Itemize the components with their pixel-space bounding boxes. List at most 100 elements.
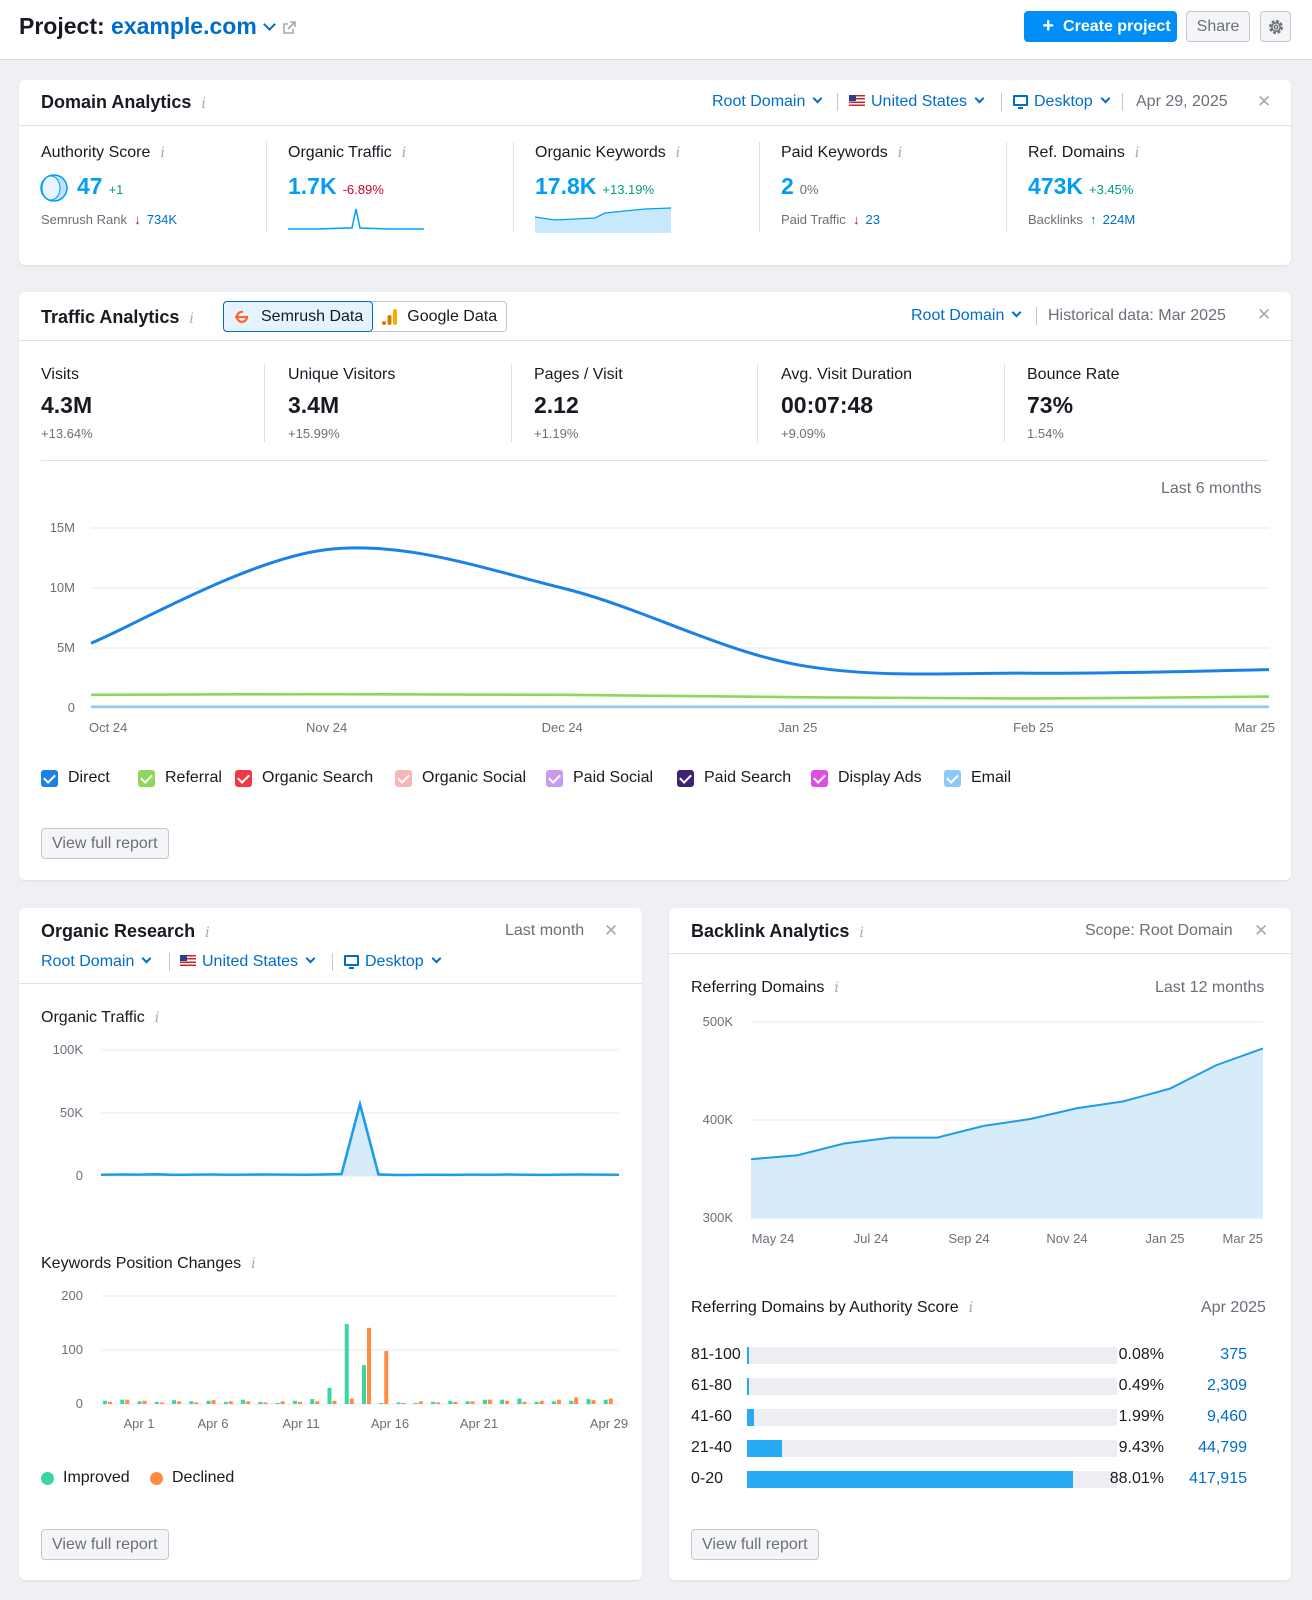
divider (837, 93, 838, 111)
bar-improved (344, 1324, 349, 1404)
bar-declined (125, 1399, 130, 1404)
authority-score-label: Authority Score i (41, 144, 165, 161)
checkbox-checked-icon[interactable] (944, 769, 961, 787)
domain-analytics-card: Domain Analytics i Root Domain United Sta… (19, 80, 1291, 265)
as-bar-track (747, 1378, 1117, 1395)
metrics-divider (41, 460, 1269, 461)
scope-dropdown[interactable]: Root Domain (41, 953, 153, 971)
chevron-down-icon (1100, 93, 1111, 104)
bounce-rate-delta: 1.54% (1027, 426, 1064, 441)
historical-data-label: Historical data: Mar 2025 (1048, 307, 1226, 324)
as-period-label: Apr 2025 (1201, 1299, 1266, 1316)
legend-direct[interactable]: Direct (41, 769, 110, 787)
legend-label: Paid Social (573, 769, 654, 786)
as-count-link[interactable]: 44,799 (1198, 1439, 1247, 1456)
paid-traffic: Paid Traffic ↓ 23 (781, 212, 880, 227)
x-tick-label: Mar 25 (1235, 720, 1275, 735)
y-tick-label: 500K (703, 1014, 734, 1029)
gear-icon (1268, 19, 1283, 34)
info-icon[interactable]: i (205, 925, 210, 941)
header-divider (19, 125, 1291, 126)
checkbox-checked-icon[interactable] (138, 769, 155, 787)
as-bar-track (747, 1471, 1117, 1488)
paid-keywords-value[interactable]: 2 0% (781, 173, 819, 199)
scope-dropdown[interactable]: Root Domain (712, 93, 824, 111)
y-tick-label: 0 (76, 1168, 83, 1183)
tab-google-data[interactable]: Google Data (372, 302, 506, 331)
bar-declined (194, 1402, 199, 1404)
legend-organic-social[interactable]: Organic Social (395, 769, 526, 787)
view-full-report-button[interactable]: View full report (41, 828, 169, 859)
view-full-report-button[interactable]: View full report (691, 1529, 819, 1560)
y-tick-label: 100 (61, 1342, 83, 1357)
checkbox-checked-icon[interactable] (235, 769, 252, 787)
y-tick-label: 0 (68, 700, 75, 715)
checkbox-checked-icon[interactable] (811, 769, 828, 787)
settings-button[interactable] (1260, 11, 1291, 42)
info-icon[interactable]: i (201, 96, 206, 112)
info-icon[interactable]: i (859, 925, 864, 941)
authority-score-icon (40, 174, 68, 202)
checkbox-checked-icon[interactable] (41, 769, 58, 787)
checkbox-checked-icon[interactable] (677, 769, 694, 787)
external-link-icon[interactable] (282, 20, 297, 35)
bar-declined (539, 1400, 544, 1404)
country-dropdown[interactable]: United States (180, 953, 317, 971)
visit-duration-delta: +9.09% (781, 426, 826, 441)
share-button[interactable]: Share (1186, 11, 1250, 42)
bar-declined (453, 1401, 458, 1404)
view-full-report-button[interactable]: View full report (41, 1529, 169, 1560)
as-bar-fill (747, 1440, 782, 1457)
as-count-link[interactable]: 9,460 (1206, 1408, 1247, 1425)
country-dropdown[interactable]: United States (849, 93, 986, 111)
tab-semrush-data[interactable]: Semrush Data (223, 301, 374, 332)
organic-keywords-sparkline (535, 207, 671, 233)
bar-declined (177, 1401, 182, 1404)
legend-display-ads[interactable]: Display Ads (811, 769, 922, 787)
as-range-label: 0-20 (691, 1470, 724, 1487)
plus-icon: + (1042, 15, 1055, 37)
close-icon[interactable]: ✕ (604, 921, 619, 940)
bar-improved (500, 1399, 505, 1404)
ref-domains-value[interactable]: 473K +3.45% (1028, 173, 1134, 199)
as-bar-track (747, 1347, 1117, 1364)
close-icon[interactable]: ✕ (1257, 305, 1272, 324)
legend-organic-search[interactable]: Organic Search (235, 769, 373, 787)
improved-dot-icon (41, 1471, 54, 1485)
authority-score-value[interactable]: 47 +1 (77, 173, 124, 199)
create-project-button[interactable]: + Create project (1024, 11, 1177, 42)
project-title: Project: example.com (19, 13, 297, 40)
referring-domains-title: Referring Domains i (691, 979, 839, 996)
domain-analytics-title: Domain Analytics i (41, 92, 206, 112)
info-icon[interactable]: i (189, 311, 194, 327)
chevron-down-icon (974, 93, 985, 104)
device-dropdown[interactable]: Desktop (344, 953, 443, 971)
chevron-down-icon (812, 93, 823, 104)
close-icon[interactable]: ✕ (1254, 921, 1269, 940)
organic-keywords-value[interactable]: 17.8K +13.19% (535, 173, 655, 199)
legend-paid-search[interactable]: Paid Search (677, 769, 791, 787)
traffic-scope-dropdown[interactable]: Root Domain (911, 307, 1023, 325)
legend-improved[interactable]: Improved (41, 1469, 130, 1487)
as-percent: 88.01% (1109, 1470, 1164, 1487)
device-dropdown[interactable]: Desktop (1013, 93, 1112, 111)
chevron-down-icon[interactable] (262, 18, 276, 31)
legend-email[interactable]: Email (944, 769, 1011, 787)
legend-referral[interactable]: Referral (138, 769, 222, 787)
authority-score-row: 41-60 1.99% 9,460 (669, 1408, 1269, 1428)
checkbox-checked-icon[interactable] (546, 769, 563, 787)
declined-dot-icon (150, 1471, 163, 1485)
as-count-link[interactable]: 375 (1220, 1346, 1247, 1363)
as-count-link[interactable]: 2,309 (1206, 1377, 1247, 1394)
legend-paid-social[interactable]: Paid Social (546, 769, 653, 787)
project-domain-select[interactable]: example.com (111, 13, 257, 39)
legend-declined[interactable]: Declined (150, 1469, 234, 1487)
bar-declined (263, 1402, 268, 1404)
organic-traffic-value[interactable]: 1.7K -6.89% (288, 173, 384, 199)
checkbox-checked-icon[interactable] (395, 769, 412, 787)
authority-score-title: Referring Domains by Authority Score i (691, 1299, 974, 1316)
bar-declined (108, 1401, 112, 1404)
bar-improved (431, 1401, 436, 1404)
close-icon[interactable]: ✕ (1257, 92, 1272, 111)
as-count-link[interactable]: 417,915 (1189, 1470, 1247, 1487)
